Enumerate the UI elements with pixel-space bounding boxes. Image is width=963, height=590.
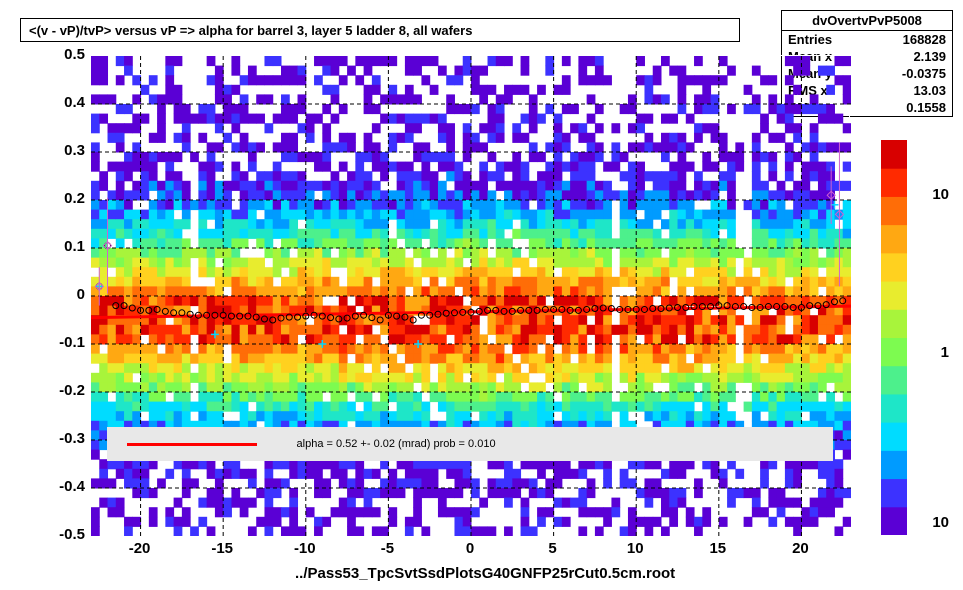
x-tick-label: 0 — [466, 540, 474, 557]
colorbar — [881, 140, 907, 535]
y-tick-label: -0.4 — [35, 478, 85, 495]
y-tick-label: -0.1 — [35, 334, 85, 351]
legend-line-sample — [127, 443, 257, 446]
y-tick-label: -0.2 — [35, 382, 85, 399]
stats-row: Entries168828 — [782, 31, 952, 48]
legend-text: alpha = 0.52 +- 0.02 (mrad) prob = 0.010 — [297, 438, 496, 450]
x-tick-label: 15 — [709, 540, 726, 557]
x-tick-label: -15 — [211, 540, 233, 557]
x-tick-label: 5 — [548, 540, 556, 557]
x-tick-label: -5 — [381, 540, 394, 557]
heatmap-svg — [91, 56, 851, 536]
x-tick-label: 20 — [792, 540, 809, 557]
colorbar-tick-label: 1 — [941, 344, 949, 361]
stats-histname: dvOvertvPvP5008 — [782, 11, 952, 31]
x-tick-label: 10 — [627, 540, 644, 557]
colorbar-tick-label: 10 — [932, 514, 949, 531]
colorbar-tick-label: 10 — [932, 186, 949, 203]
y-tick-label: 0.3 — [35, 142, 85, 159]
y-tick-label: 0.4 — [35, 94, 85, 111]
x-tick-label: -10 — [294, 540, 316, 557]
plot-area — [90, 55, 850, 535]
y-tick-label: -0.3 — [35, 430, 85, 447]
y-tick-label: -0.5 — [35, 526, 85, 543]
y-tick-label: 0.1 — [35, 238, 85, 255]
y-tick-label: 0 — [35, 286, 85, 303]
plot-title: <(v - vP)/tvP> versus vP => alpha for ba… — [20, 18, 740, 42]
fit-legend: alpha = 0.52 +- 0.02 (mrad) prob = 0.010 — [107, 427, 834, 461]
x-axis-label: ../Pass53_TpcSvtSsdPlotsG40GNFP25rCut0.5… — [295, 565, 675, 582]
y-tick-label: 0.2 — [35, 190, 85, 207]
x-tick-label: -20 — [129, 540, 151, 557]
y-tick-label: 0.5 — [35, 46, 85, 63]
